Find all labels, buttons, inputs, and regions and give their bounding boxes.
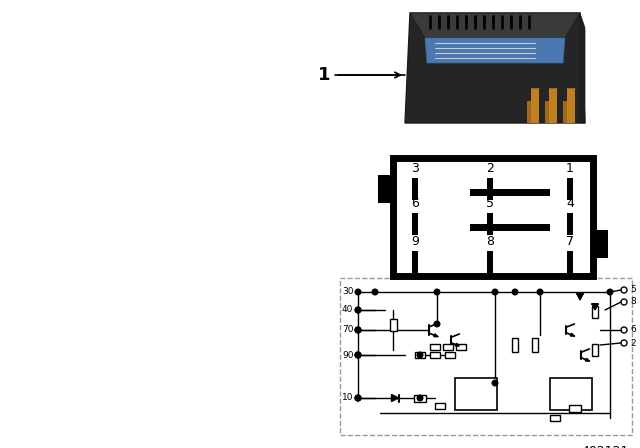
Bar xyxy=(435,403,445,409)
Text: 40: 40 xyxy=(342,306,353,314)
Circle shape xyxy=(492,289,498,295)
Bar xyxy=(378,175,393,203)
Circle shape xyxy=(417,352,423,358)
Text: 90: 90 xyxy=(342,350,353,359)
Text: 3: 3 xyxy=(411,162,419,175)
Circle shape xyxy=(492,380,498,386)
Text: 2: 2 xyxy=(486,162,494,175)
Bar xyxy=(430,352,440,358)
Text: 7: 7 xyxy=(566,235,574,248)
Bar xyxy=(592,306,598,318)
Text: 5: 5 xyxy=(486,197,494,210)
Bar xyxy=(531,88,539,123)
Polygon shape xyxy=(410,13,580,38)
Circle shape xyxy=(355,307,361,313)
Bar xyxy=(563,101,569,123)
Bar xyxy=(443,344,453,350)
Bar xyxy=(545,101,551,123)
Text: 2: 2 xyxy=(630,339,636,348)
Polygon shape xyxy=(405,13,585,123)
Circle shape xyxy=(355,327,361,333)
Bar xyxy=(414,395,426,401)
Bar xyxy=(567,251,573,273)
Polygon shape xyxy=(580,13,585,123)
Polygon shape xyxy=(425,38,565,63)
Polygon shape xyxy=(392,395,399,401)
Bar xyxy=(532,338,538,352)
Text: 70: 70 xyxy=(342,326,353,335)
Bar xyxy=(470,224,550,231)
Bar xyxy=(567,213,573,235)
Bar xyxy=(593,230,608,258)
Circle shape xyxy=(355,289,361,295)
Circle shape xyxy=(512,289,518,295)
Text: 6: 6 xyxy=(630,326,636,335)
Circle shape xyxy=(417,395,423,401)
Circle shape xyxy=(372,289,378,295)
Polygon shape xyxy=(570,333,575,336)
Polygon shape xyxy=(577,294,583,300)
Circle shape xyxy=(355,352,361,358)
Bar xyxy=(340,278,632,435)
Bar xyxy=(390,319,397,331)
Circle shape xyxy=(355,395,361,401)
Bar xyxy=(393,158,593,276)
Text: 5: 5 xyxy=(630,285,636,294)
Circle shape xyxy=(607,289,613,295)
Bar xyxy=(470,189,550,196)
Bar xyxy=(430,344,440,350)
Text: 9: 9 xyxy=(411,235,419,248)
Text: 402121: 402121 xyxy=(582,445,629,448)
Bar xyxy=(412,213,418,235)
Bar xyxy=(567,88,575,123)
Bar xyxy=(487,178,493,200)
Polygon shape xyxy=(586,358,589,361)
Bar xyxy=(412,178,418,200)
Circle shape xyxy=(355,352,361,358)
Circle shape xyxy=(355,395,361,401)
Bar xyxy=(487,213,493,235)
Circle shape xyxy=(434,321,440,327)
Polygon shape xyxy=(456,343,460,346)
Bar xyxy=(512,338,518,352)
Circle shape xyxy=(355,327,361,333)
Bar xyxy=(455,378,497,410)
Text: 4: 4 xyxy=(566,197,574,210)
Bar xyxy=(549,88,557,123)
Text: 10: 10 xyxy=(342,393,353,402)
Text: 30: 30 xyxy=(342,288,353,297)
Bar xyxy=(527,101,533,123)
Bar xyxy=(456,344,466,350)
Polygon shape xyxy=(592,304,598,310)
Text: 1: 1 xyxy=(317,66,330,84)
Circle shape xyxy=(355,307,361,313)
Circle shape xyxy=(434,289,440,295)
Text: 1: 1 xyxy=(566,162,574,175)
Bar xyxy=(569,405,581,412)
Circle shape xyxy=(355,395,361,401)
Text: 6: 6 xyxy=(411,197,419,210)
Bar xyxy=(487,251,493,273)
Bar xyxy=(445,352,455,358)
Polygon shape xyxy=(434,334,438,336)
Bar xyxy=(592,344,598,356)
Circle shape xyxy=(537,289,543,295)
Circle shape xyxy=(355,352,361,358)
Text: 8: 8 xyxy=(630,297,636,306)
Bar xyxy=(550,415,560,421)
Bar xyxy=(412,251,418,273)
Bar xyxy=(550,378,592,410)
Bar xyxy=(567,178,573,200)
Circle shape xyxy=(355,327,361,333)
Text: 8: 8 xyxy=(486,235,494,248)
Bar xyxy=(415,352,425,358)
